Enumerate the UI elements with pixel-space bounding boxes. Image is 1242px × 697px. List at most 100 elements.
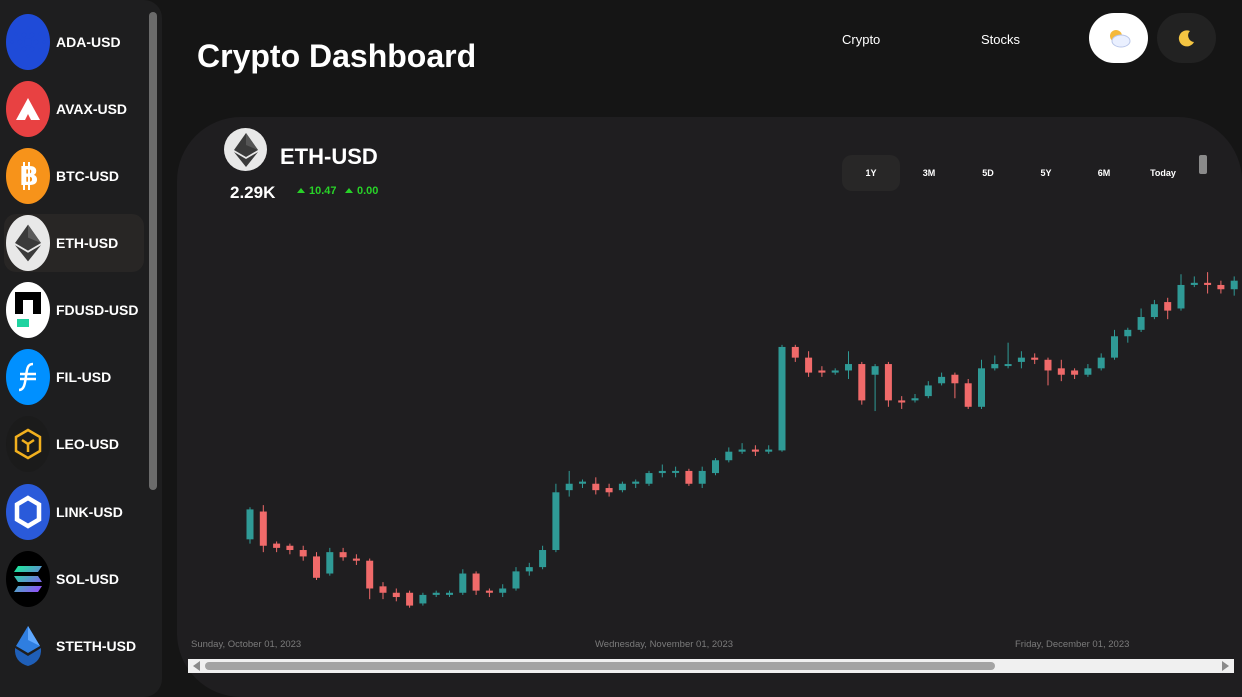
sidebar-item-fil-usd[interactable]: FIL-USD	[4, 348, 144, 406]
candle	[871, 364, 879, 412]
candle	[605, 483, 613, 497]
candle	[898, 396, 906, 409]
sidebar-item-label: SOL-USD	[56, 571, 119, 587]
candle	[1057, 359, 1065, 382]
change-2-value: 0.00	[357, 185, 379, 197]
sidebar-item-sol-usd[interactable]: SOL-USD	[4, 550, 144, 608]
range-tab-3m[interactable]: 3M	[922, 168, 936, 178]
candle	[698, 466, 706, 489]
range-tab-5y[interactable]: 5Y	[1040, 168, 1052, 178]
scroll-right-arrow-icon[interactable]	[1222, 661, 1229, 671]
change-1-value: 10.47	[309, 185, 337, 197]
candle	[459, 569, 467, 595]
candle	[978, 359, 985, 409]
candle	[672, 466, 680, 478]
candle	[645, 470, 653, 486]
candle	[991, 355, 999, 371]
asset-name: ETH-USD	[280, 144, 378, 169]
candle	[1044, 357, 1052, 386]
sidebar-item-label: ETH-USD	[56, 235, 119, 251]
x-tick-label: Wednesday, November 01, 2023	[595, 639, 734, 650]
candle	[791, 344, 799, 362]
candle	[845, 351, 852, 380]
asset-price: 2.29K	[230, 183, 276, 202]
ethereum-icon	[233, 132, 258, 167]
candle	[1217, 280, 1225, 294]
avalanche-icon	[6, 81, 50, 137]
candle	[858, 361, 866, 405]
candle	[1230, 276, 1238, 296]
candle	[938, 372, 946, 386]
range-tab-6m[interactable]: 6M	[1097, 168, 1111, 178]
sidebar-item-label: ADA-USD	[56, 34, 121, 50]
range-tab-5d[interactable]: 5D	[982, 168, 994, 178]
dark-theme-button[interactable]	[1157, 13, 1216, 63]
candle	[432, 590, 440, 598]
sun-cloud-icon	[1109, 30, 1130, 48]
candle	[313, 552, 320, 580]
candle	[499, 584, 507, 598]
nav-stocks[interactable]: Stocks	[981, 32, 1021, 47]
candle	[366, 558, 374, 600]
range-tabs-scrollbar[interactable]	[1199, 155, 1207, 174]
candle	[911, 393, 919, 403]
ethereum-icon	[6, 215, 50, 271]
sidebar-item-eth-usd[interactable]: ETH-USD	[4, 214, 144, 272]
candle	[1071, 368, 1079, 380]
light-theme-button[interactable]	[1089, 13, 1148, 63]
candle	[273, 541, 281, 553]
candle	[246, 507, 254, 544]
x-tick-label: Sunday, October 01, 2023	[191, 639, 302, 650]
sidebar-item-steth-usd[interactable]: STETH-USD	[4, 617, 144, 675]
sidebar-item-label: LEO-USD	[56, 436, 119, 452]
candle	[1004, 342, 1012, 369]
x-tick-label: Friday, December 01, 2023	[1015, 639, 1130, 650]
candle	[352, 554, 360, 565]
fdusd-icon	[6, 282, 50, 338]
sidebar-item-label: AVAX-USD	[56, 101, 128, 117]
candle	[1097, 353, 1105, 371]
candle	[725, 447, 733, 463]
sidebar-item-leo-usd[interactable]: LEO-USD	[4, 415, 144, 473]
solana-icon	[6, 551, 50, 607]
sidebar-item-link-usd[interactable]: LINK-USD	[4, 483, 144, 541]
scrollbar-thumb[interactable]	[205, 662, 995, 670]
candle	[765, 445, 773, 454]
candle	[924, 381, 932, 399]
candle	[1137, 308, 1145, 332]
sidebar-item-btc-usd[interactable]: B BTC-USD	[4, 147, 144, 205]
candle	[805, 351, 813, 377]
range-tab-1y[interactable]: 1Y	[842, 155, 900, 191]
price-change-1: 10.47	[297, 185, 337, 197]
candle	[339, 547, 347, 561]
moon-icon	[1178, 30, 1194, 47]
bitcoin-icon: B	[6, 148, 50, 204]
scroll-left-arrow-icon[interactable]	[193, 661, 200, 671]
sidebar-scrollbar[interactable]	[149, 12, 157, 490]
candle	[579, 479, 586, 489]
candle	[632, 479, 640, 489]
candle	[712, 458, 719, 476]
candle	[1150, 299, 1158, 320]
candle	[446, 590, 453, 598]
candle	[392, 588, 400, 602]
sidebar-item-fdusd-usd[interactable]: FDUSD-USD	[4, 281, 144, 339]
candle	[658, 464, 666, 478]
candle	[379, 582, 387, 600]
candle	[818, 366, 826, 377]
candle	[1177, 274, 1185, 311]
sidebar-item-label: BTC-USD	[56, 168, 119, 184]
range-tab-today[interactable]: Today	[1150, 168, 1176, 178]
sidebar-item-label: LINK-USD	[56, 504, 123, 520]
candle	[299, 545, 307, 561]
sidebar-item-avax-usd[interactable]: AVAX-USD	[4, 80, 144, 138]
candle	[525, 562, 533, 576]
candle	[685, 468, 693, 486]
nav-crypto[interactable]: Crypto	[842, 32, 881, 47]
candle	[286, 543, 294, 555]
chart-horizontal-scrollbar[interactable]	[188, 659, 1234, 673]
candle	[1031, 353, 1039, 365]
sidebar-item-ada-usd[interactable]: ADA-USD	[4, 13, 144, 71]
coin-sidebar: ADA-USD AVAX-USD B BTC-USD ETH-USD FDUSD-USD F…	[0, 0, 162, 697]
candle	[1084, 364, 1092, 377]
